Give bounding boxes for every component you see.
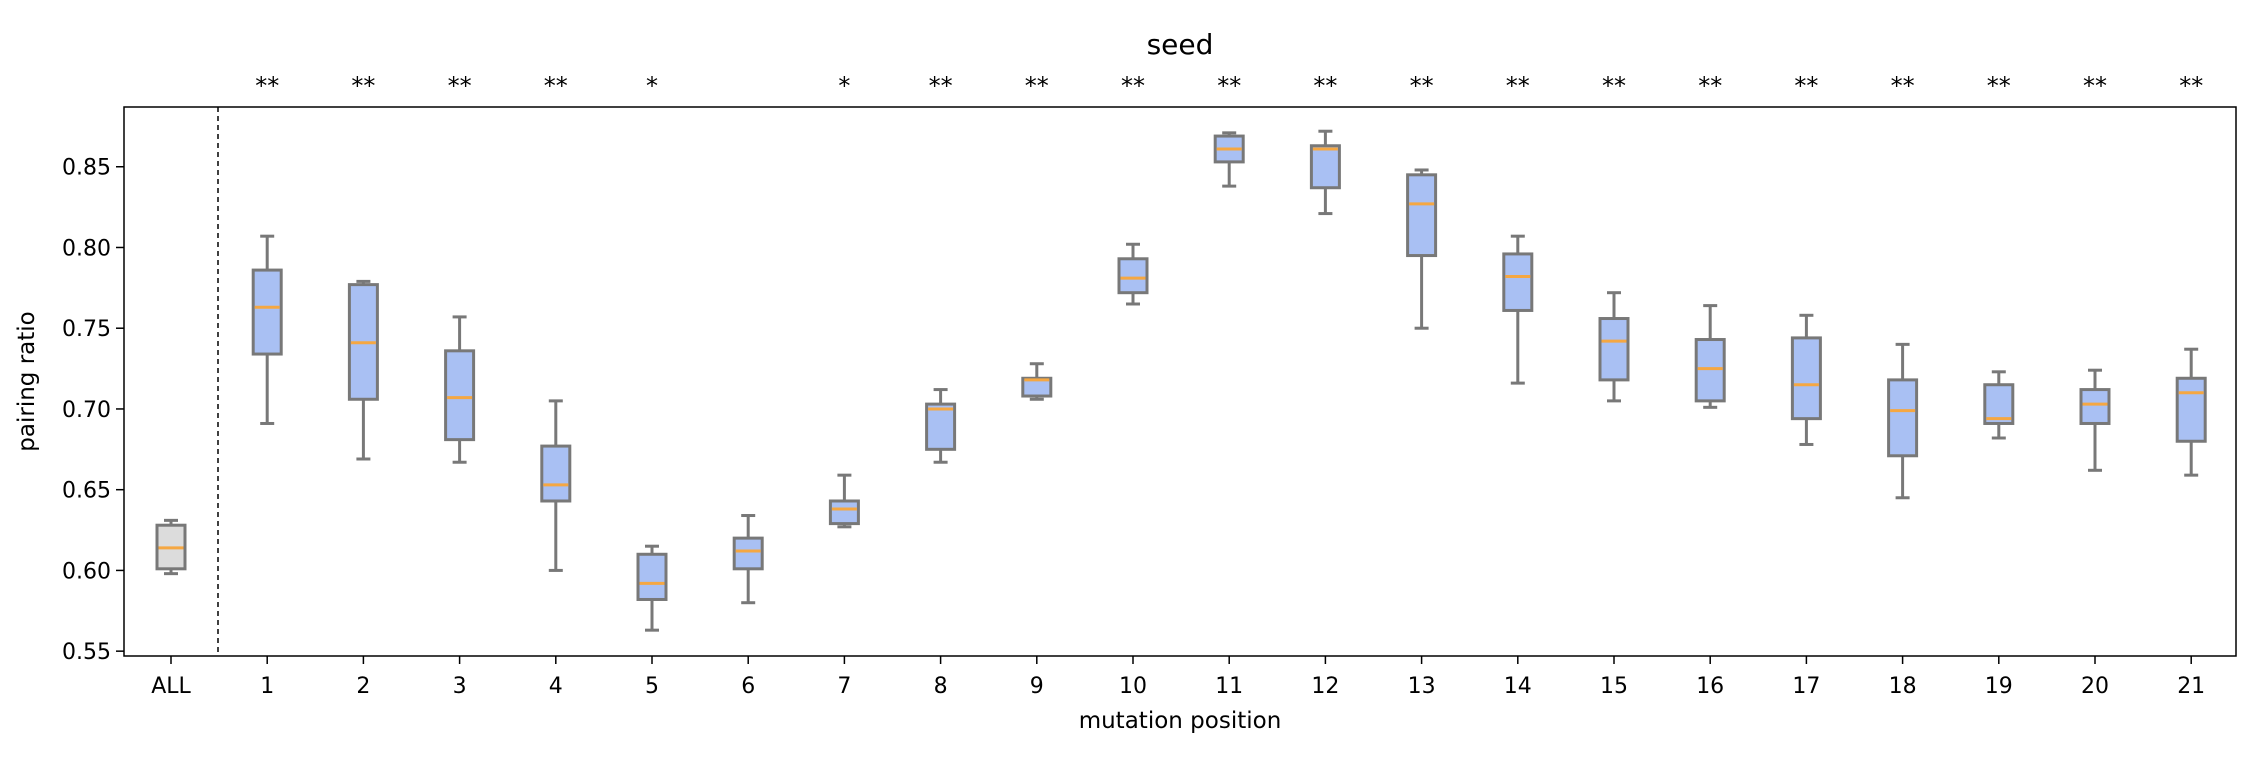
box-13 <box>1406 168 1438 330</box>
x-tick-label: 17 <box>1792 674 1820 699</box>
box-11 <box>1213 131 1245 188</box>
y-tick-label: 0.55 <box>62 640 111 665</box>
chart-title: seed <box>1147 28 1214 61</box>
box-body <box>1406 173 1438 258</box>
x-tick-label: 9 <box>1030 674 1044 699</box>
box-21 <box>2175 347 2207 477</box>
x-tick-label: 20 <box>2081 674 2109 699</box>
x-tick-label: 15 <box>1600 674 1628 699</box>
box-9 <box>1021 362 1053 401</box>
significance-label: ** <box>1698 72 1722 100</box>
significance-label: ** <box>1410 72 1434 100</box>
significance-label: ** <box>1506 72 1530 100</box>
x-tick-label: 6 <box>741 674 755 699</box>
significance-label: ** <box>1794 72 1818 100</box>
box-5 <box>636 544 668 632</box>
box-19 <box>1983 370 2015 440</box>
box-body <box>732 536 764 571</box>
box-body <box>540 444 572 503</box>
x-tick-label: 13 <box>1408 674 1436 699</box>
significance-label: * <box>838 72 850 100</box>
box-4 <box>540 399 572 572</box>
y-tick-label: 0.70 <box>62 398 111 423</box>
significance-label: ** <box>351 72 375 100</box>
box-body <box>1790 336 1822 421</box>
box-body <box>2079 388 2111 425</box>
x-tick-label: 18 <box>1889 674 1917 699</box>
significance-label: ** <box>1987 72 2011 100</box>
box-6 <box>732 514 764 605</box>
box-body <box>1021 376 1053 398</box>
significance-labels: ** ** ** ** * * ** ** ** ** ** ** ** ** ** ** ** ** ** ** <box>255 72 2203 100</box>
box-body <box>1983 383 2015 425</box>
box-10 <box>1117 242 1149 306</box>
y-tick-label: 0.60 <box>62 559 111 584</box>
x-tick-label: 2 <box>356 674 370 699</box>
box-body <box>2175 376 2207 443</box>
box-body <box>1502 252 1534 312</box>
x-tick-label: 1 <box>260 674 274 699</box>
box-body <box>925 402 957 451</box>
significance-label: ** <box>1217 72 1241 100</box>
x-tick-label: 12 <box>1311 674 1339 699</box>
box-12 <box>1309 129 1341 216</box>
y-tick-label: 0.75 <box>62 317 111 342</box>
plot-area <box>155 129 2207 632</box>
y-axis: 0.55 0.60 0.65 0.70 0.75 0.80 0.85 <box>62 156 124 665</box>
box-body <box>1887 378 1919 458</box>
box-body <box>1598 317 1630 382</box>
x-tick-label: 4 <box>549 674 563 699</box>
box-body <box>251 268 283 356</box>
box-all <box>155 518 187 576</box>
x-tick-label: 21 <box>2177 674 2205 699</box>
x-axis: ALL 1 2 3 4 5 6 7 8 9 10 11 12 13 14 15 16 17 18 19 20 21 <box>151 656 2205 699</box>
y-tick-label: 0.85 <box>62 156 111 181</box>
box-2 <box>347 279 379 461</box>
significance-label: ** <box>2083 72 2107 100</box>
x-tick-label: 5 <box>645 674 659 699</box>
box-17 <box>1790 313 1822 446</box>
box-3 <box>444 315 476 464</box>
box-body <box>444 349 476 442</box>
x-axis-title: mutation position <box>1079 708 1282 734</box>
significance-label: ** <box>255 72 279 100</box>
significance-label: ** <box>544 72 568 100</box>
significance-label: ** <box>1025 72 1049 100</box>
box-body <box>1309 144 1341 190</box>
box-1 <box>251 234 283 425</box>
box-14 <box>1502 234 1534 385</box>
y-tick-label: 0.65 <box>62 479 111 504</box>
significance-label: * <box>646 72 658 100</box>
box-7 <box>828 473 860 529</box>
x-tick-label: 11 <box>1215 674 1243 699</box>
box-20 <box>2079 368 2111 472</box>
x-tick-label: 19 <box>1985 674 2013 699</box>
significance-label: ** <box>1313 72 1337 100</box>
box-16 <box>1694 304 1726 409</box>
significance-label: ** <box>1121 72 1145 100</box>
x-tick-label: 7 <box>837 674 851 699</box>
x-tick-label: 3 <box>453 674 467 699</box>
x-tick-label: 8 <box>934 674 948 699</box>
box-body <box>1694 338 1726 403</box>
significance-label: ** <box>1602 72 1626 100</box>
significance-label: ** <box>448 72 472 100</box>
significance-label: ** <box>929 72 953 100</box>
x-tick-label: ALL <box>151 674 191 699</box>
x-tick-label: 16 <box>1696 674 1724 699</box>
significance-label: ** <box>2179 72 2203 100</box>
box-body <box>828 499 860 526</box>
plot-frame <box>123 106 2237 657</box>
x-tick-label: 10 <box>1119 674 1147 699</box>
box-body <box>1117 257 1149 295</box>
significance-label: ** <box>1891 72 1915 100</box>
box-18 <box>1887 342 1919 500</box>
box-body <box>636 552 668 601</box>
box-8 <box>925 388 957 464</box>
y-tick-label: 0.80 <box>62 236 111 261</box>
box-15 <box>1598 291 1630 403</box>
y-axis-title: pairing ratio <box>14 311 40 451</box>
x-tick-label: 14 <box>1504 674 1532 699</box>
